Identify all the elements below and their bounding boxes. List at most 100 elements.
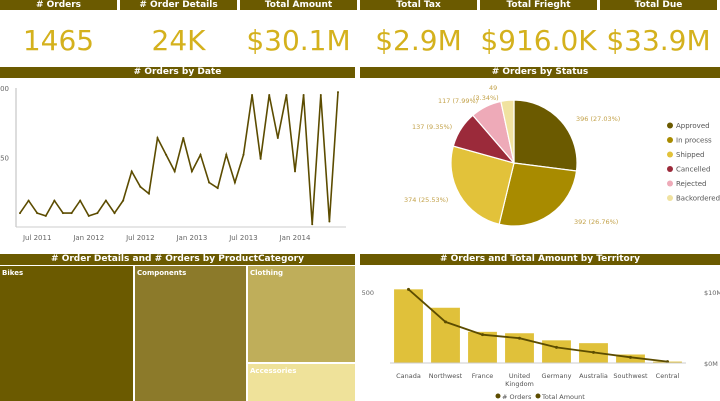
line-point: [311, 223, 314, 226]
territory-x-tick: Southwest: [613, 372, 648, 380]
legend-dot-icon: [535, 393, 541, 399]
territory-amount-line: [407, 288, 668, 363]
kpi-value-3: $2.9M: [375, 24, 462, 57]
line-point: [268, 93, 271, 96]
pie-data-label: 117 (7.99%): [438, 97, 478, 105]
line-point: [242, 153, 245, 156]
orders-by-date-chart: 50 100 Jul 2011 Jan 2012 Jul 2012 Jan 2013 Jul…: [0, 85, 346, 242]
treemap-tile-bikes[interactable]: Bikes: [0, 266, 133, 401]
line-point: [182, 137, 185, 140]
pie-data-label: 374 (25.53%): [404, 196, 448, 204]
line-x-tick: Jul 2011: [22, 234, 52, 242]
pie-data-label: 137 (9.35%): [412, 123, 452, 131]
pie-slice-shipped[interactable]: [450, 145, 515, 225]
legend-dot-icon: [495, 393, 501, 399]
combo-y-left-tick: 500: [362, 289, 374, 297]
pie-legend-item[interactable]: Shipped: [676, 151, 704, 159]
line-point: [233, 181, 236, 184]
line-point: [27, 199, 30, 202]
kpi-label-4: Total Frieght: [480, 0, 597, 10]
combo-y-right-tick: $0M: [704, 360, 718, 368]
pie-data-label: (3.34%): [473, 94, 499, 102]
territory-bar[interactable]: [431, 307, 460, 363]
line-point: [70, 212, 73, 215]
line-point: [251, 93, 254, 96]
territory-chart: 500 $10M $0M Canada Northwest France United Kin…: [362, 287, 720, 401]
pie-legend-item[interactable]: Rejected: [676, 180, 706, 188]
pie-legend-item[interactable]: In process: [676, 137, 712, 145]
treemap-title: # Order Details and # Orders by ProductC…: [0, 254, 355, 265]
territory-amount-point: [518, 336, 521, 340]
legend-dot-icon: [667, 122, 673, 129]
line-series-orders: [19, 92, 339, 225]
kpi-value-2: $30.1M: [246, 24, 351, 57]
line-point: [294, 170, 297, 173]
treemap: Bikes Components Clothing Accessories: [0, 266, 355, 401]
pie-slice-approved[interactable]: [513, 99, 578, 172]
legend-dot-icon: [667, 137, 673, 143]
line-point: [302, 93, 305, 96]
line-point: [173, 170, 176, 173]
line-point: [319, 93, 322, 96]
legend-dot-icon: [667, 180, 673, 187]
territory-amount-point: [629, 355, 632, 359]
territory-bar[interactable]: [542, 340, 571, 363]
line-point: [96, 212, 99, 215]
combo-legend-amount[interactable]: Total Amount: [541, 393, 585, 401]
treemap-tile-accessories[interactable]: Accessories: [248, 364, 355, 401]
line-point: [139, 185, 142, 188]
kpi-label-5: Total Due: [600, 0, 717, 10]
territory-amount-point: [666, 360, 669, 364]
line-point: [337, 91, 339, 94]
territory-x-tick: France: [472, 372, 494, 380]
pie-slice-in-process[interactable]: [498, 162, 578, 227]
kpi-value-1: 24K: [151, 24, 206, 57]
territory-x-tick: Australia: [579, 372, 608, 380]
territory-amount-point: [407, 287, 410, 291]
pie-legend-item[interactable]: Approved: [676, 122, 710, 130]
line-point: [122, 199, 125, 202]
orders-by-status-chart: 396 (27.03%) 392 (26.76%) 374 (25.53%) 137 …: [404, 84, 720, 227]
line-point: [199, 153, 202, 156]
pie-legend-item[interactable]: Cancelled: [676, 166, 710, 174]
line-point: [36, 212, 39, 215]
line-x-tick: Jan 2012: [72, 234, 104, 242]
combo-legend-orders[interactable]: # Orders: [502, 393, 532, 401]
territory-amount-point: [481, 333, 484, 337]
pie-legend-item[interactable]: Backordered: [676, 195, 720, 203]
line-x-tick: Jul 2012: [125, 234, 155, 242]
line-x-tick: Jan 2014: [279, 234, 311, 242]
territory-amount-point: [592, 350, 595, 354]
territory-x-tick: United Kingdom: [505, 372, 534, 388]
legend-dot-icon: [667, 195, 673, 201]
line-y-tick: 100: [0, 85, 9, 93]
territory-bar[interactable]: [394, 289, 423, 363]
treemap-tile-clothing[interactable]: Clothing: [248, 266, 355, 362]
line-x-tick: Jan 2013: [175, 234, 207, 242]
kpi-value-4: $916.0K: [480, 24, 597, 57]
line-point: [113, 212, 116, 215]
line-point: [190, 170, 193, 173]
territory-bar[interactable]: [468, 331, 497, 363]
pie-data-label: 396 (27.03%): [576, 115, 620, 123]
pie-data-label: 392 (26.76%): [574, 218, 618, 226]
kpi-value-0: 1465: [22, 24, 95, 57]
pie-slice-backordered[interactable]: [500, 99, 515, 164]
kpi-value-5: $33.9M: [606, 24, 711, 57]
line-point: [79, 199, 82, 202]
line-point: [130, 170, 133, 173]
territory-title: # Orders and Total Amount by Territory: [360, 254, 720, 265]
orders-by-status-title: # Orders by Status: [360, 67, 720, 78]
legend-dot-icon: [667, 151, 673, 158]
combo-y-right-tick: $10M: [704, 289, 720, 297]
line-point: [276, 137, 279, 140]
line-point: [208, 181, 211, 184]
line-point: [104, 199, 107, 202]
kpi-label-1: # Order Details: [120, 0, 237, 10]
territory-x-tick: Northwest: [429, 372, 463, 380]
line-point: [156, 137, 159, 140]
treemap-tile-components[interactable]: Components: [135, 266, 246, 401]
line-point: [44, 214, 47, 217]
line-x-tick: Jul 2013: [228, 234, 258, 242]
territory-amount-point: [555, 345, 558, 349]
